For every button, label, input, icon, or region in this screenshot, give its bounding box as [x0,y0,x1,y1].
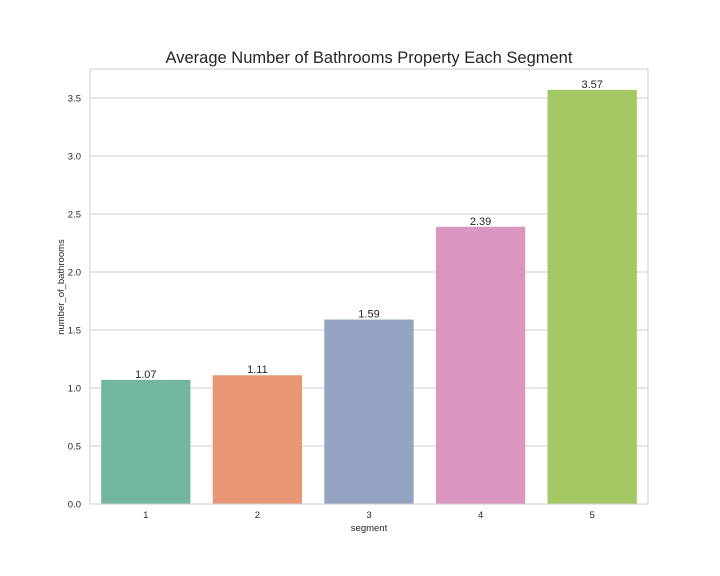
bar-segment-2 [212,375,303,504]
bar-value-label: 1.07 [135,369,156,381]
y-tick-labels: 0.0 0.5 1.0 1.5 2.0 2.5 3.0 3.5 [68,94,81,511]
data-labels: 1.07 1.11 1.59 2.39 3.57 [135,79,603,381]
x-tick-labels: 1 2 3 4 5 [143,510,595,521]
x-tick-label: 5 [590,510,595,521]
y-tick-label: 2.0 [68,268,81,279]
bar-segment-5 [547,89,637,504]
x-tick-label: 2 [255,510,260,521]
chart-title: Average Number of Bathrooms Property Eac… [166,49,573,67]
bar-segment-4 [435,226,526,504]
x-tick-label: 4 [478,510,483,521]
y-tick-label: 2.5 [68,210,81,221]
x-tick-label: 3 [366,510,371,521]
bar-value-label: 3.57 [581,79,602,91]
y-tick-label: 0.5 [68,442,81,453]
bar-segment-1 [101,379,191,504]
bar-value-label: 1.59 [358,309,379,321]
y-tick-label: 1.5 [68,326,81,337]
bar-segment-3 [324,319,414,504]
x-tick-label: 1 [143,510,148,521]
bars [101,89,637,504]
bar-value-label: 1.11 [247,364,268,376]
bar-value-label: 2.39 [470,216,491,228]
x-axis-label: segment [351,523,388,534]
y-tick-label: 3.0 [68,152,81,163]
y-tick-label: 1.0 [68,384,81,395]
y-tick-label: 0.0 [68,500,81,511]
plot-frame [89,68,649,505]
y-axis-label: number_of_bathrooms [56,239,67,335]
y-tick-label: 3.5 [68,94,81,105]
